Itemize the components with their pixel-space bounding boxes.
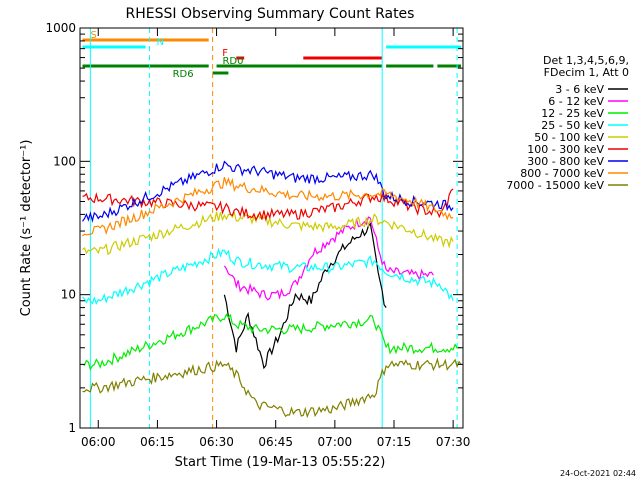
footer-date: 24-Oct-2021 02:44 xyxy=(560,469,636,478)
series-line-1 xyxy=(223,216,434,301)
legend-label-4: 50 - 100 keV xyxy=(534,131,604,144)
y-axis-label: Count Rate (s⁻¹ detector⁻¹) xyxy=(19,140,34,317)
legend-label-8: 7000 - 15000 keV xyxy=(506,179,604,192)
x-tick-label-4: 07:00 xyxy=(318,435,353,449)
y-tick-label-1: 10 xyxy=(61,288,76,302)
y-tick-label-0: 1 xyxy=(68,421,76,435)
flag-label-S: S xyxy=(90,30,96,41)
legend-header-1: FDecim 1, Att 0 xyxy=(544,66,629,79)
legend-header-0: Det 1,3,4,5,6,9, xyxy=(543,54,629,67)
x-tick-label-1: 06:15 xyxy=(140,435,175,449)
series-line-7 xyxy=(82,176,454,237)
legend-label-0: 3 - 6 keV xyxy=(555,83,604,96)
flag-label-F: F xyxy=(222,48,228,59)
x-axis-label: Start Time (19-Mar-13 05:55:22) xyxy=(175,455,386,470)
series-line-5 xyxy=(82,188,454,222)
x-tick-label-2: 06:30 xyxy=(199,435,234,449)
legend-label-6: 300 - 800 keV xyxy=(527,155,604,168)
x-tick-label-3: 06:45 xyxy=(258,435,293,449)
axes: 06:00 06:15 06:30 06:45 07:00 07:15 07:30 1 10 10… xyxy=(45,21,470,449)
legend-label-7: 800 - 7000 keV xyxy=(520,167,604,180)
legend: Det 1,3,4,5,6,9,FDecim 1, Att 0 3 - 6 keV… xyxy=(506,54,629,192)
x-tick-label-0: 06:00 xyxy=(81,435,116,449)
flag-label-RD6: RD6 xyxy=(173,69,194,80)
series-line-0 xyxy=(223,222,387,370)
y-tick-label-3: 1000 xyxy=(45,21,76,35)
legend-label-2: 12 - 25 keV xyxy=(541,107,604,120)
series-line-8 xyxy=(82,357,462,419)
series-line-3 xyxy=(82,247,454,305)
x-tick-label-6: 07:30 xyxy=(436,435,471,449)
vertical-markers xyxy=(89,28,458,428)
flag-label-N: N xyxy=(156,37,163,48)
chart-title: RHESSI Observing Summary Count Rates xyxy=(126,6,415,22)
series-group xyxy=(82,160,462,419)
x-tick-label-5: 07:15 xyxy=(377,435,412,449)
series-line-2 xyxy=(82,313,462,371)
y-tick-label-2: 100 xyxy=(53,154,76,168)
legend-label-3: 25 - 50 keV xyxy=(541,119,604,132)
legend-label-5: 100 - 300 keV xyxy=(527,143,604,156)
plot-frame xyxy=(79,27,464,429)
series-line-4 xyxy=(82,210,454,256)
legend-label-1: 6 - 12 keV xyxy=(548,95,604,108)
flag-label-RD0: RD0 xyxy=(222,56,243,67)
